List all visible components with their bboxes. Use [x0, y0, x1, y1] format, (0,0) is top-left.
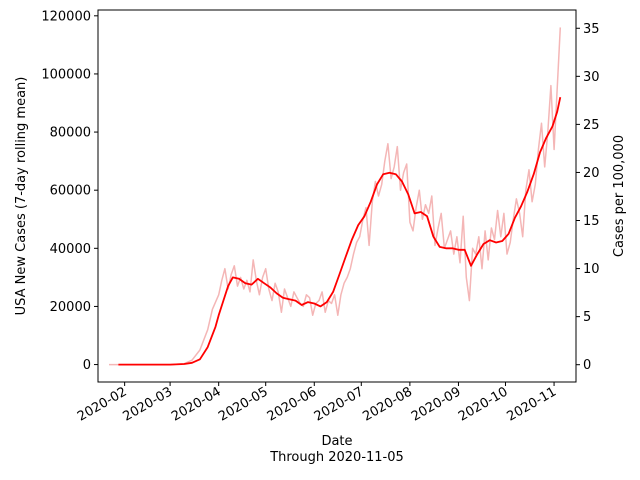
x-tick-label: 2020-07: [312, 384, 367, 424]
y-right-tick-label: 10: [583, 262, 600, 277]
y-right-tick-label: 30: [583, 70, 600, 85]
y-tick-label: 20000: [50, 300, 91, 315]
y-axis-label: USA New Cases (7-day rolling mean): [14, 77, 29, 316]
y-tick-label: 100000: [41, 67, 91, 82]
y-right-tick-label: 15: [583, 214, 600, 229]
x-axis-label: Date: [321, 434, 352, 449]
rolling-mean-line: [118, 97, 562, 366]
y-tick-label: 120000: [41, 9, 91, 24]
y-tick-label: 80000: [50, 126, 91, 141]
x-tick-label: 2020-03: [121, 384, 176, 424]
x-tick-label: 2020-08: [360, 384, 415, 424]
y-tick-label: 60000: [50, 184, 91, 199]
x-tick-label: 2020-05: [216, 384, 271, 424]
x-tick-label: 2020-11: [505, 384, 560, 424]
x-tick-label: 2020-02: [75, 384, 130, 424]
y-axis-right-label: Cases per 100,000: [612, 135, 627, 257]
x-tick-label: 2020-06: [265, 384, 320, 424]
y-tick-label: 0: [83, 358, 91, 373]
y-tick-label: 40000: [50, 242, 91, 257]
y-right-tick-label: 20: [583, 166, 600, 181]
y-right-tick-label: 0: [583, 358, 591, 373]
y-right-tick-label: 25: [583, 118, 600, 133]
x-axis-sublabel: Through 2020-11-05: [269, 450, 404, 465]
daily-cases-line: [109, 27, 562, 366]
x-tick-label: 2020-04: [169, 384, 224, 424]
series-layer: [109, 27, 562, 366]
y-right-tick-label: 35: [583, 22, 600, 37]
x-tick-label: 2020-10: [456, 384, 511, 424]
y-right-tick-label: 5: [583, 310, 591, 325]
plot-frame: [97, 9, 577, 383]
x-tick-label: 2020-09: [409, 384, 464, 424]
